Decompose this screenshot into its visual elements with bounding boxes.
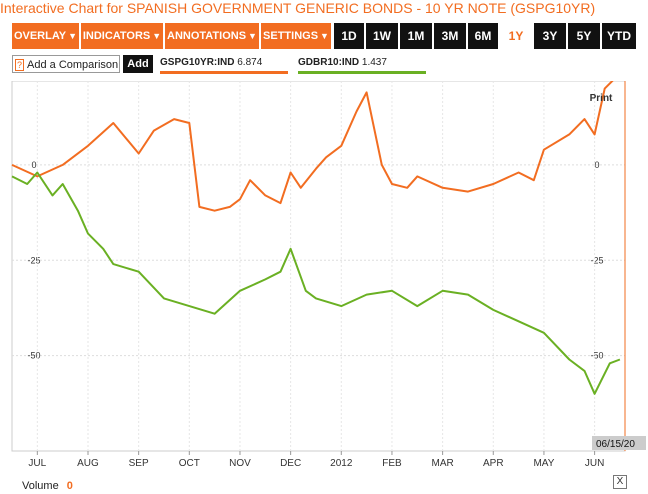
range-5y-button[interactable]: 5Y (568, 23, 600, 49)
y-tick-label: 0 (594, 160, 599, 170)
print-button: Print (590, 93, 613, 104)
add-comparison-label: Add a Comparison (27, 59, 119, 71)
chevron-down-icon: ▼ (152, 31, 162, 41)
chart-toolbar: OVERLAY ▼ INDICATORS ▼ ANNOTATIONS ▼ SETTIN… (0, 23, 648, 49)
legend-line-swatch (160, 71, 288, 74)
legend-series-name: GDBR10:IND (298, 57, 360, 68)
range-ytd-button[interactable]: YTD (602, 23, 636, 49)
volume-value: 0 (66, 480, 73, 492)
y-tick-label: -50 (590, 351, 603, 361)
legend-line-swatch (298, 71, 426, 74)
legend-item-gspg10yr[interactable]: GSPG10YR:IND 6.874 (160, 57, 288, 74)
date-readout: 06/15/20 (596, 439, 635, 450)
x-tick-label: NOV (229, 458, 251, 469)
series-line (11, 171, 621, 395)
line-chart: 0 0 -25 -25 -50 -50 JUL AUG SEP OCT NOV DEC 2012 FEB M… (11, 72, 646, 469)
x-tick-label: AUG (77, 458, 99, 469)
annotations-menu-button[interactable]: ANNOTATIONS ▼ (165, 23, 259, 49)
legend-series-value: 6.874 (237, 57, 263, 68)
indicators-menu-button[interactable]: INDICATORS ▼ (81, 23, 163, 49)
date-readout-box (592, 436, 646, 450)
chevron-down-icon: ▼ (320, 31, 329, 41)
chart-title: Interactive Chart for SPANISH GOVERNMENT… (0, 0, 596, 16)
x-tick-label: APR (483, 458, 504, 469)
chart-area[interactable]: 0 0 -25 -25 -50 -50 JUL AUG SEP OCT NOV DEC 2012 FEB M… (0, 72, 648, 476)
settings-menu-button[interactable]: SETTINGS ▼ (261, 23, 331, 49)
range-1m-button[interactable]: 1M (400, 23, 432, 49)
add-comparison-button[interactable]: Add (123, 55, 153, 73)
chevron-down-icon: ▼ (248, 31, 257, 41)
y-tick-label: -50 (27, 351, 40, 361)
legend-item-gdbr10[interactable]: GDBR10:IND 1.437 (298, 57, 426, 74)
legend-series-name: GSPG10YR:IND (160, 57, 235, 68)
x-tick-label: MAY (533, 458, 554, 469)
y-tick-label: -25 (27, 255, 40, 265)
plot-frame (11, 80, 626, 452)
x-tick-label: JUL (28, 458, 46, 469)
x-tick-label: FEB (382, 458, 402, 469)
y-tick-label: -25 (590, 255, 603, 265)
x-tick-label: OCT (179, 458, 200, 469)
range-3m-button[interactable]: 3M (434, 23, 466, 49)
chevron-down-icon: ▼ (68, 31, 78, 41)
x-tick-label: SEP (129, 458, 149, 469)
range-1y-button[interactable]: 1Y (500, 23, 532, 49)
range-6m-button[interactable]: 6M (468, 23, 498, 49)
series-line (11, 72, 621, 212)
volume-panel: Volume 0 (22, 480, 73, 492)
legend-series-value: 1.437 (361, 57, 387, 68)
range-1w-button[interactable]: 1W (366, 23, 398, 49)
y-tick-label: 0 (31, 160, 36, 170)
x-tick-label: DEC (280, 458, 301, 469)
overlay-menu-button[interactable]: OVERLAY ▼ (12, 23, 79, 49)
add-comparison-input[interactable]: ? Add a Comparison (12, 55, 120, 73)
help-icon[interactable]: ? (15, 59, 25, 71)
x-tick-label: JUN (585, 458, 604, 469)
x-tick-label: 2012 (330, 458, 353, 469)
range-3y-button[interactable]: 3Y (534, 23, 566, 49)
range-1d-button[interactable]: 1D (334, 23, 364, 49)
x-tick-label: MAR (432, 458, 454, 469)
volume-label: Volume (22, 480, 59, 492)
close-icon[interactable]: X (613, 475, 627, 489)
